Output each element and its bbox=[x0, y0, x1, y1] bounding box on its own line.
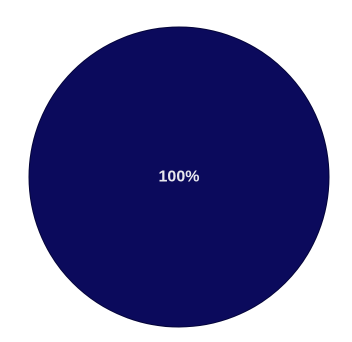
pie-slice-0 bbox=[28, 26, 330, 328]
slice-label-0: 100% bbox=[159, 169, 200, 186]
pie-slices bbox=[28, 26, 330, 328]
pie-labels: 100% bbox=[159, 169, 200, 186]
